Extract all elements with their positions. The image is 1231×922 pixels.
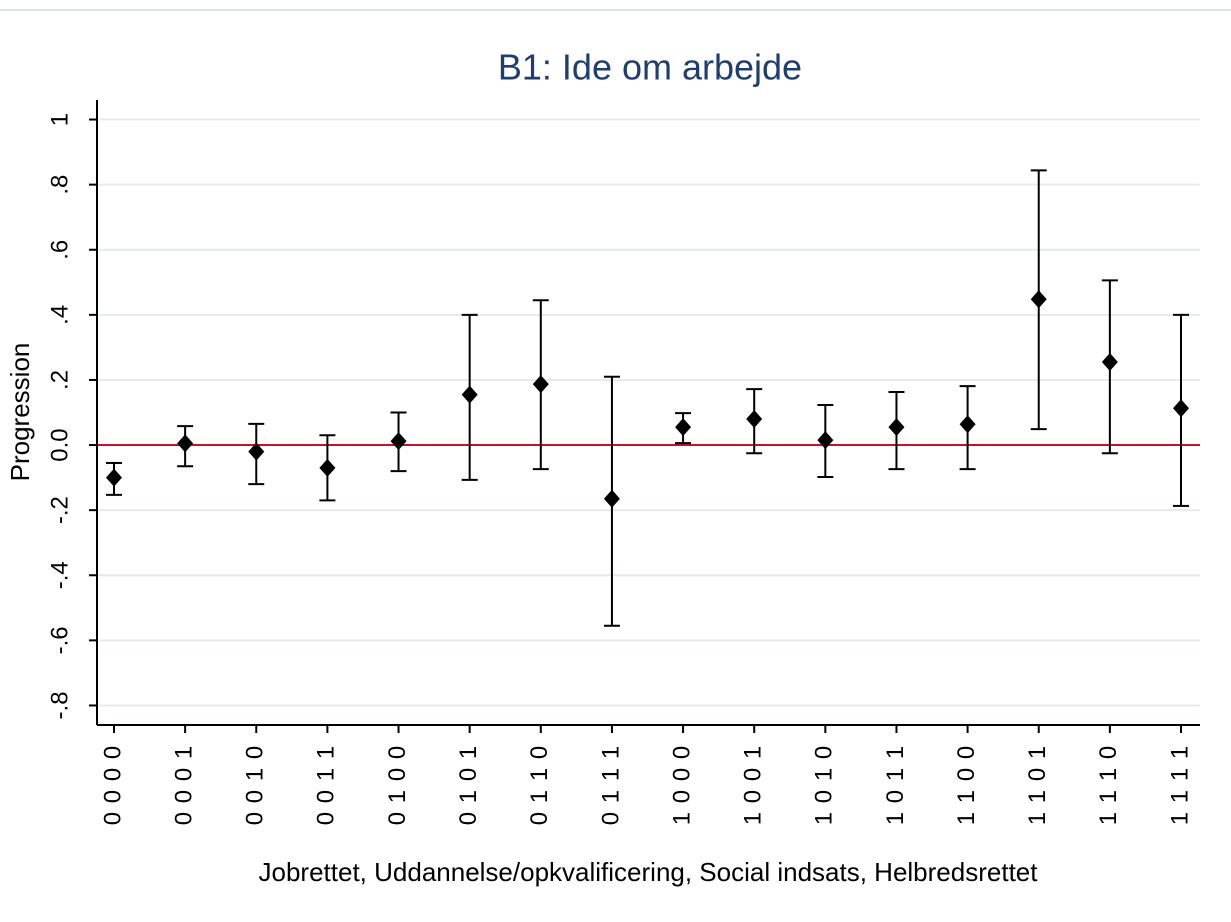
chart-title: B1: Ide om arbejde xyxy=(498,47,802,88)
point xyxy=(675,418,692,437)
y-axis-title: Progression xyxy=(5,343,35,482)
x-tick-label: 0 1 1 1 xyxy=(597,745,624,825)
point xyxy=(532,375,549,394)
point xyxy=(959,415,976,434)
point xyxy=(1173,399,1189,418)
x-tick-label: 0 0 1 0 xyxy=(242,745,269,825)
y-tick-label: .4 xyxy=(46,305,73,325)
y-tick-label: -.2 xyxy=(46,496,73,524)
point xyxy=(390,432,407,451)
point xyxy=(746,410,763,429)
point xyxy=(1030,290,1047,309)
y-tick-label: 1 xyxy=(46,113,73,126)
x-tick-label: 1 0 0 0 xyxy=(668,745,695,825)
point xyxy=(177,434,194,453)
y-tick-label: -.6 xyxy=(46,626,73,654)
x-tick-label: 1 1 0 0 xyxy=(953,745,980,825)
y-tick-label: .2 xyxy=(46,370,73,390)
point xyxy=(319,458,336,477)
x-tick-label: 1 1 0 1 xyxy=(1024,745,1051,825)
y-tick-label: .6 xyxy=(46,240,73,260)
x-tick-label: 1 0 0 1 xyxy=(740,745,767,825)
point xyxy=(817,431,834,450)
x-tick-label: 1 1 1 0 xyxy=(1095,745,1122,825)
x-tick-label: 1 1 1 1 xyxy=(1166,745,1193,825)
point xyxy=(461,385,478,404)
point xyxy=(603,489,620,508)
point xyxy=(106,468,122,487)
x-tick-label: 0 1 0 1 xyxy=(455,745,482,825)
x-axis-title: Jobrettet, Uddannelse/opkvalificering, S… xyxy=(259,857,1039,887)
x-tick-label: 0 0 0 1 xyxy=(170,745,197,825)
y-tick-label: -.8 xyxy=(46,691,73,719)
y-tick-label: .8 xyxy=(46,175,73,195)
x-tick-label: 0 1 1 0 xyxy=(526,745,553,825)
point xyxy=(888,418,905,437)
y-tick-label: 0.0 xyxy=(46,428,73,461)
x-tick-label: 1 0 1 0 xyxy=(811,745,838,825)
x-tick-label: 0 0 0 0 xyxy=(99,745,126,825)
point xyxy=(248,442,265,461)
y-tick-label: -.4 xyxy=(46,561,73,589)
x-tick-label: 0 0 1 1 xyxy=(313,745,340,825)
x-tick-label: 1 0 1 1 xyxy=(882,745,909,825)
point xyxy=(1101,353,1118,372)
x-tick-label: 0 1 0 0 xyxy=(384,745,411,825)
